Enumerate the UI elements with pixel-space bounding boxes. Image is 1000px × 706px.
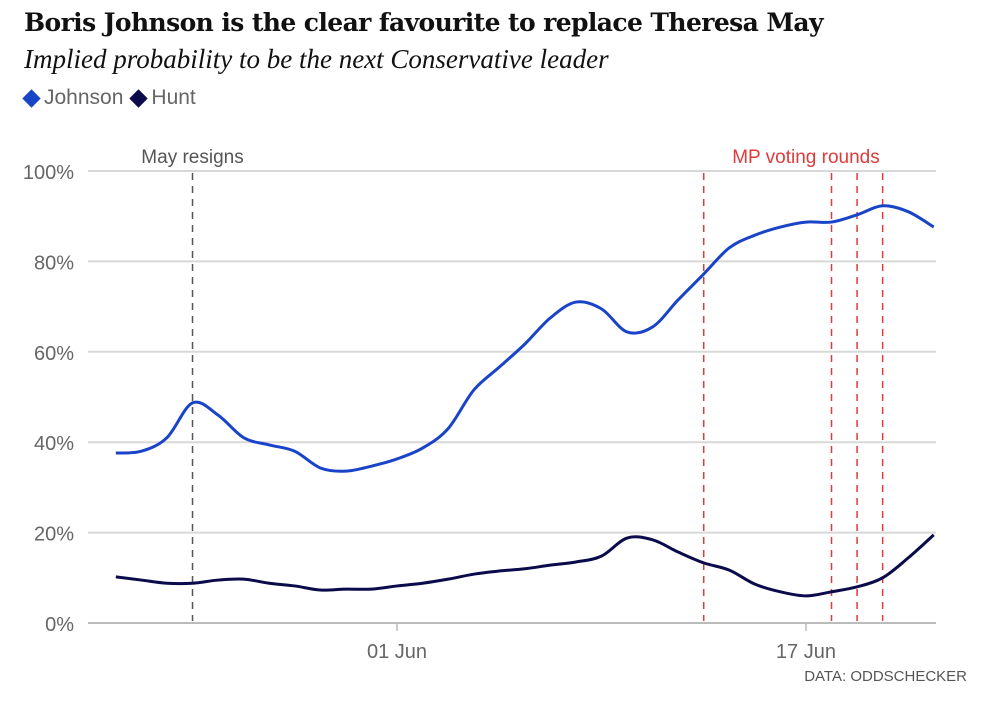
- annotation-label: May resigns: [141, 147, 243, 168]
- x-tick-label: 17 Jun: [776, 641, 836, 663]
- chart-title: Boris Johnson is the clear favourite to …: [24, 8, 824, 37]
- y-tick-label: 20%: [34, 524, 74, 546]
- chart-subtitle: Implied probability to be the next Conse…: [24, 44, 609, 74]
- legend-label: Johnson: [44, 86, 124, 109]
- y-tick-label: 40%: [34, 433, 74, 455]
- y-tick-label: 60%: [34, 343, 74, 365]
- y-tick-label: 0%: [45, 614, 74, 636]
- y-tick-label: 100%: [23, 162, 74, 184]
- source-note: DATA: ODDSCHECKER: [804, 668, 967, 685]
- series-line-hunt: [115, 533, 935, 598]
- legend: Johnson Hunt: [22, 86, 196, 110]
- annotation-label: MP voting rounds: [732, 147, 880, 168]
- series-line-johnson: [115, 204, 935, 473]
- legend-item-johnson: Johnson: [22, 86, 123, 110]
- legend-item-hunt: Hunt: [129, 86, 196, 110]
- y-tick-label: 80%: [34, 252, 74, 274]
- x-tick-label: 01 Jun: [367, 641, 427, 663]
- legend-label: Hunt: [151, 86, 196, 109]
